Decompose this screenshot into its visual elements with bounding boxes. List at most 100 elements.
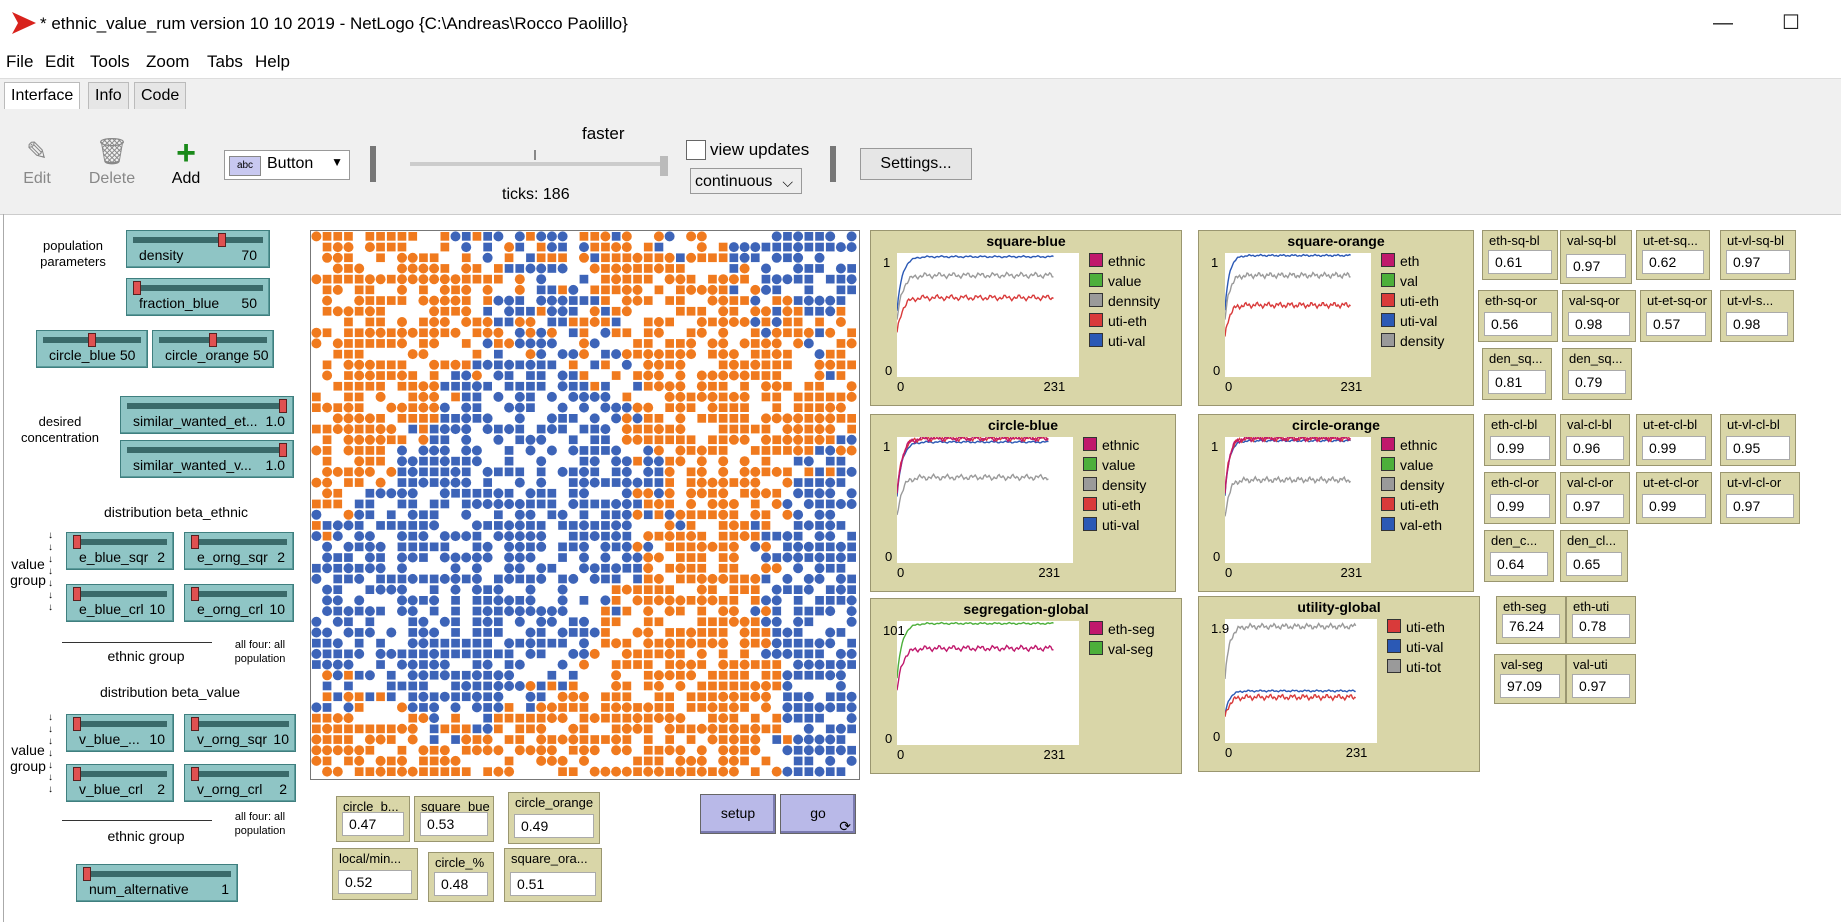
setup-button[interactable]: setup [700, 794, 776, 834]
similar-wanted-val-slider[interactable]: similar_wanted_v... 1.0 [120, 440, 294, 478]
circle-agent [311, 573, 322, 584]
slider-knob[interactable] [83, 867, 91, 881]
circle-agent [482, 338, 493, 349]
circle-agent [611, 638, 622, 649]
square-agent [740, 724, 749, 734]
e-blue-crl-slider[interactable]: e_blue_crl 10 [66, 584, 174, 622]
slider-knob[interactable] [73, 717, 81, 731]
square-agent [451, 692, 460, 702]
v-blue-sqr-slider[interactable]: v_blue_... 10 [66, 714, 174, 752]
speed-slider-handle[interactable] [660, 156, 668, 176]
square-agent [344, 264, 353, 273]
widget-type-select[interactable]: abc Button ▼ [224, 150, 350, 180]
similar-wanted-eth-slider[interactable]: similar_wanted_et... 1.0 [120, 396, 294, 434]
circle-orange-slider[interactable]: circle_orange 50 [152, 330, 274, 368]
square-agent [526, 724, 535, 734]
maximize-button[interactable]: ☐ [1782, 12, 1800, 34]
settings-button[interactable]: Settings... [860, 148, 972, 180]
slider-knob[interactable] [279, 399, 287, 413]
slider-knob[interactable] [218, 233, 227, 247]
monitor-val-seg: val-seg 97.09 [1494, 654, 1566, 704]
view-updates-checkbox[interactable] [686, 140, 706, 160]
circle-agent [653, 573, 664, 584]
square-agent [494, 724, 503, 734]
menu-edit[interactable]: Edit [45, 52, 75, 71]
slider-knob[interactable] [191, 535, 199, 549]
slider-knob[interactable] [133, 281, 141, 295]
circle-agent [846, 274, 857, 285]
menu-help[interactable]: Help [255, 52, 290, 71]
square-agent [793, 628, 803, 637]
go-button[interactable]: go ⟳ [780, 794, 856, 834]
circle-blue-slider[interactable]: circle_blue 50 [36, 330, 148, 368]
circle-agent [493, 499, 504, 509]
square-agent [697, 510, 707, 520]
slider-knob[interactable] [73, 535, 81, 549]
slider-knob[interactable] [279, 443, 287, 457]
square-agent [558, 253, 567, 263]
e-orng-crl-slider[interactable]: e_orng_crl 10 [184, 584, 294, 622]
speed-slider-track[interactable] [410, 162, 666, 166]
square-agent [536, 360, 546, 370]
add-tool[interactable]: + Add [168, 136, 204, 188]
fraction-blue-slider[interactable]: fraction_blue 50 [126, 278, 270, 316]
circle-agent [643, 488, 654, 499]
update-mode-select[interactable]: continuous ⌵ [690, 168, 802, 194]
menu-tabs[interactable]: Tabs [207, 52, 243, 71]
slider-knob[interactable] [88, 333, 96, 347]
circle-agent [579, 402, 589, 413]
x-axis-max-label: 231 [1043, 747, 1066, 762]
slider-knob[interactable] [191, 767, 199, 781]
circle-agent [686, 252, 697, 263]
square-agent [590, 446, 600, 455]
menu-zoom[interactable]: Zoom [146, 52, 190, 71]
slider-knob[interactable] [191, 587, 199, 601]
speed-slider-thumb[interactable] [534, 150, 536, 160]
circle-agent [728, 702, 739, 713]
circle-agent [322, 552, 333, 563]
square-agent [483, 638, 492, 648]
monitor-ut-et-sq: ut-et-sq... 0.62 [1636, 230, 1710, 280]
square-agent [365, 285, 375, 295]
tab-info[interactable]: Info [88, 82, 129, 109]
circle-agent [354, 456, 365, 467]
circle-agent [546, 391, 557, 402]
v-orng-crl-slider[interactable]: v_orng_crl 2 [184, 764, 296, 802]
density-slider[interactable]: density 70 [126, 230, 270, 268]
circle-agent [761, 434, 771, 445]
slider-knob[interactable] [73, 587, 81, 601]
delete-tool[interactable]: 🗑 Delete [86, 136, 138, 188]
square-agent [654, 510, 664, 520]
circle-agent [793, 445, 804, 456]
e-blue-sqr-slider[interactable]: e_blue_sqr 2 [66, 532, 174, 570]
square-agent [568, 435, 578, 445]
square-agent [633, 456, 642, 466]
circle-agent [761, 306, 771, 317]
circle-agent [397, 659, 407, 670]
circle-agent [611, 681, 622, 691]
slider-knob[interactable] [191, 717, 199, 731]
tab-code[interactable]: Code [134, 82, 187, 109]
square-agent [793, 670, 803, 680]
circle-agent [696, 723, 707, 734]
square-agent [536, 306, 546, 316]
menu-tools[interactable]: Tools [90, 52, 130, 71]
slider-value: 50 [241, 295, 257, 311]
circle-agent [429, 595, 440, 606]
minimize-button[interactable]: — [1713, 12, 1733, 34]
tab-interface[interactable]: Interface [4, 82, 81, 109]
num-alternative-slider[interactable]: num_alternative 1 [76, 864, 238, 902]
slider-knob[interactable] [73, 767, 81, 781]
square-agent [547, 253, 557, 263]
e-orng-sqr-slider[interactable]: e_orng_sqr 2 [184, 532, 294, 570]
menu-file[interactable]: File [6, 52, 34, 71]
square-agent [312, 403, 321, 412]
circle-agent [846, 713, 857, 724]
edit-tool[interactable]: ✎ Edit [18, 136, 56, 188]
circle-agent [493, 766, 504, 777]
slider-knob[interactable] [209, 333, 217, 347]
v-orng-sqr-slider[interactable]: v_orng_sqr 10 [184, 714, 296, 752]
v-blue-crl-slider[interactable]: v_blue_crl 2 [66, 764, 174, 802]
square-agent [708, 670, 717, 680]
world-view[interactable] [310, 230, 860, 780]
